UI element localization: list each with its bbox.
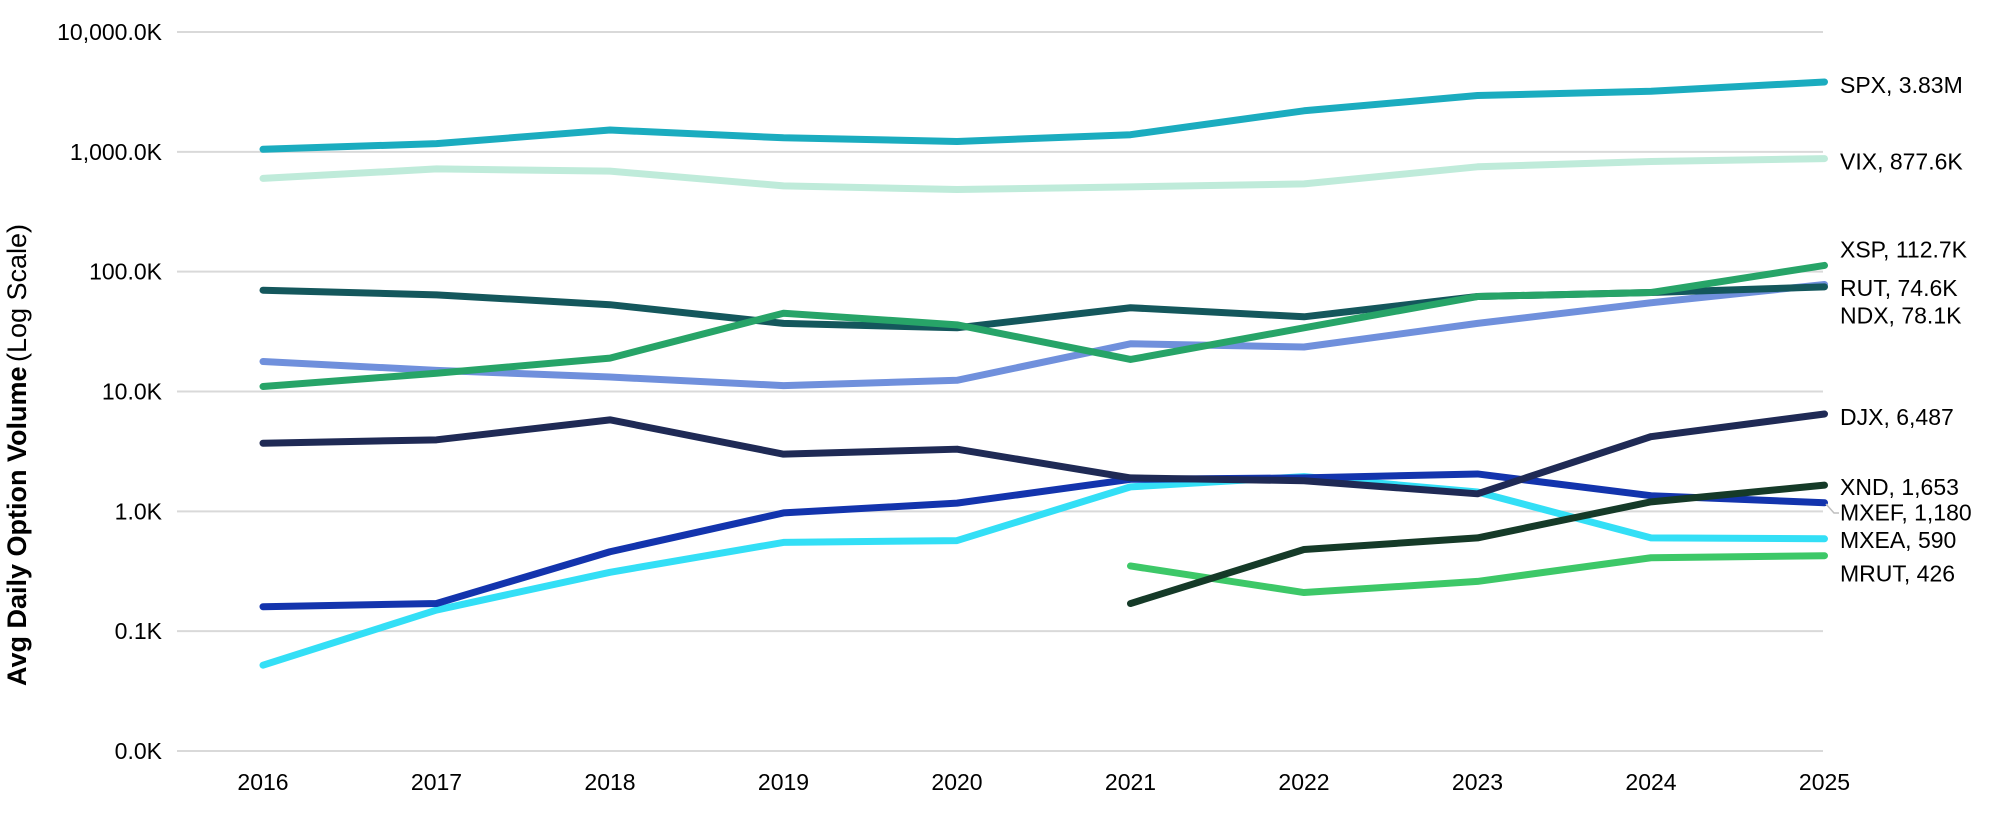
series-end-label-spx: SPX, 3.83M	[1840, 72, 1963, 98]
series-lines-group	[259, 78, 1828, 669]
series-line-djx	[259, 410, 1828, 498]
axis-labels-group: 10,000.0K 1,000.0K 100.0K 10.0K 1.0K 0.1K 0.0K…	[57, 19, 1850, 795]
x-axis-year-label: 2025	[1799, 769, 1850, 795]
y-axis-tick-label: 100.0K	[89, 259, 163, 285]
y-axis-title: Avg Daily Option Volume (Log Scale)	[2, 224, 32, 686]
y-axis-title-qualifier: (Log Scale)	[2, 224, 32, 362]
x-axis-year-label: 2016	[237, 769, 288, 795]
series-line-vix	[259, 155, 1828, 193]
y-axis-tick-label: 0.0K	[115, 738, 163, 764]
x-axis-year-label: 2021	[1105, 769, 1156, 795]
series-line-xsp	[259, 261, 1828, 391]
series-end-label-rut: RUT, 74.6K	[1840, 275, 1958, 301]
series-line-mrut	[1127, 552, 1828, 597]
series-end-label-mxef: MXEF, 1,180	[1840, 500, 1972, 526]
x-axis-year-label: 2020	[931, 769, 982, 795]
series-end-label-mrut: MRUT, 426	[1840, 561, 1955, 587]
series-end-label-xsp: XSP, 112.7K	[1840, 236, 1968, 262]
y-axis-tick-label: 10,000.0K	[57, 19, 163, 45]
x-axis-year-label: 2019	[758, 769, 809, 795]
y-axis-tick-label: 1,000.0K	[70, 139, 163, 165]
x-axis-year-label: 2023	[1452, 769, 1503, 795]
y-axis-tick-label: 10.0K	[102, 378, 163, 404]
series-end-label-vix: VIX, 877.6K	[1840, 149, 1963, 175]
y-axis-title-main: Avg Daily Option Volume	[2, 367, 32, 687]
series-end-labels-group: SPX, 3.83M VIX, 877.6K XSP, 112.7K RUT, 74.…	[1825, 72, 1972, 587]
series-line-ndx	[259, 281, 1828, 390]
mxef-label-leader-line	[1825, 503, 1839, 514]
gridlines-group	[177, 31, 1823, 752]
series-end-label-ndx: NDX, 78.1K	[1840, 303, 1962, 329]
series-line-mxef	[259, 470, 1828, 611]
y-axis-tick-label: 1.0K	[115, 498, 163, 524]
x-axis-year-label: 2024	[1625, 769, 1676, 795]
y-axis-tick-label: 0.1K	[115, 618, 163, 644]
series-end-label-mxea: MXEA, 590	[1840, 527, 1956, 553]
series-line-spx	[259, 78, 1828, 153]
x-axis-year-label: 2022	[1278, 769, 1329, 795]
x-axis-year-label: 2017	[411, 769, 462, 795]
series-end-label-djx: DJX, 6,487	[1840, 404, 1954, 430]
series-line-xnd	[1127, 481, 1828, 608]
series-line-mxea	[259, 473, 1828, 669]
x-axis-year-label: 2018	[584, 769, 635, 795]
series-end-label-xnd: XND, 1,653	[1840, 474, 1959, 500]
